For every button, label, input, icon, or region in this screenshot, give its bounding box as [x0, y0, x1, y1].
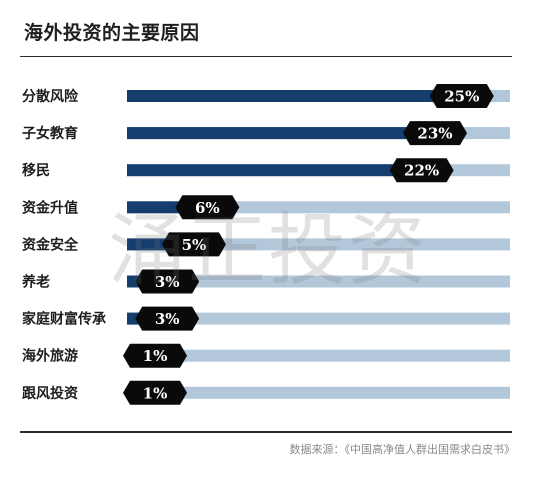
value-tag [403, 121, 468, 146]
value-label: 6% [195, 199, 220, 217]
category-label: 家庭财富传承 [22, 311, 106, 328]
bar-fill [127, 127, 436, 140]
value-tag [161, 232, 226, 257]
category-label: 海外旅游 [22, 348, 78, 365]
category-label: 资金升值 [22, 199, 78, 216]
value-tag [135, 306, 200, 331]
value-label: 1% [143, 384, 168, 402]
value-tag [429, 84, 494, 108]
top-divider [20, 56, 512, 57]
value-tag [123, 343, 187, 368]
source-note: 数据来源：《中国高净值人群出国需求白皮书》 [289, 443, 516, 456]
bar-fill [127, 164, 422, 177]
value-label: 5% [182, 236, 207, 254]
value-label: 3% [155, 310, 180, 328]
value-tag [175, 195, 240, 220]
value-label: 25% [444, 88, 479, 106]
value-label: 22% [404, 162, 439, 180]
value-label: 1% [143, 347, 168, 365]
value-tag [135, 269, 200, 294]
bar-track [127, 312, 510, 325]
bar-track [127, 349, 510, 362]
value-tag [123, 380, 187, 405]
category-label: 分散风险 [22, 88, 79, 105]
value-label: 3% [155, 273, 180, 291]
category-label: 子女教育 [22, 125, 78, 142]
bar-track [127, 275, 510, 288]
category-label: 养老 [21, 274, 50, 291]
bar-fill [127, 90, 462, 102]
category-label: 跟风投资 [22, 385, 78, 402]
category-label: 资金安全 [22, 236, 79, 253]
bar-track [127, 386, 510, 399]
category-label: 移民 [22, 162, 50, 179]
bottom-divider [20, 431, 512, 433]
value-label: 23% [417, 125, 452, 143]
value-tag [389, 158, 454, 183]
chart-title: 海外投资的主要原因 [24, 22, 200, 44]
